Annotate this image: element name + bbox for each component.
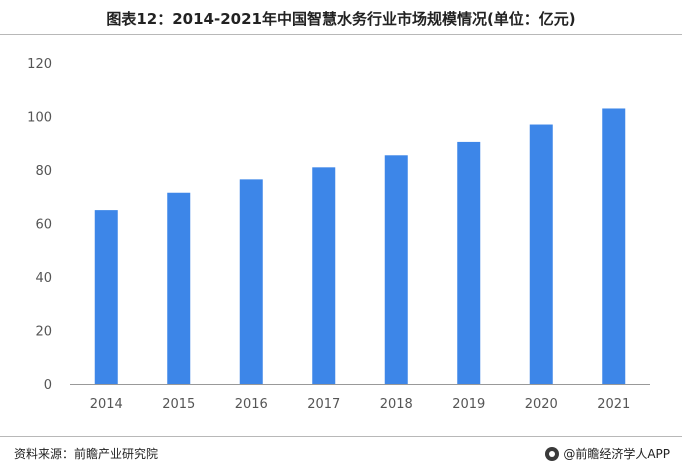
bar-chart: 0 20 40 60 80 100 120 2014 2015 2016 2017 2018 2019… xyxy=(27,57,650,412)
y-tick-label: 60 xyxy=(35,218,52,233)
x-tick-label: 2020 xyxy=(525,397,558,412)
footer-divider xyxy=(0,436,682,437)
bar-2020 xyxy=(529,124,553,385)
x-tick-label: 2015 xyxy=(162,397,195,412)
y-tick-label: 100 xyxy=(27,111,52,126)
bar-series xyxy=(94,108,626,385)
x-tick-label: 2021 xyxy=(597,397,630,412)
y-axis: 0 20 40 60 80 100 120 xyxy=(27,57,52,393)
brand-logo-icon xyxy=(545,446,560,461)
bar-2017 xyxy=(312,167,336,384)
x-tick-label: 2014 xyxy=(90,397,123,412)
header-divider xyxy=(0,34,682,35)
chart-title: 图表12：2014-2021年中国智慧水务行业市场规模情况(单位：亿元) xyxy=(106,10,576,28)
title-bar: 图表12：2014-2021年中国智慧水务行业市场规模情况(单位：亿元) xyxy=(0,0,682,36)
y-tick-label: 120 xyxy=(27,57,52,72)
brand-label: @前瞻经济学人APP xyxy=(563,447,670,461)
source-note: 资料来源：前瞻产业研究院 xyxy=(14,447,159,461)
bar-2016 xyxy=(239,179,263,384)
x-axis: 2014 2015 2016 2017 2018 2019 2020 2021 xyxy=(90,397,631,412)
y-tick-label: 40 xyxy=(35,271,52,286)
x-tick-label: 2019 xyxy=(452,397,485,412)
bar-2021 xyxy=(602,108,626,384)
footer: 资料来源：前瞻产业研究院 @前瞻经济学人APP xyxy=(0,438,682,473)
bar-2015 xyxy=(167,192,191,384)
bar-2018 xyxy=(384,155,408,384)
bar-2014 xyxy=(94,210,118,384)
brand-badge: @前瞻经济学人APP xyxy=(545,445,670,462)
x-tick-label: 2016 xyxy=(235,397,268,412)
y-tick-label: 80 xyxy=(35,164,52,179)
bar-2019 xyxy=(457,141,481,384)
x-tick-label: 2018 xyxy=(380,397,413,412)
x-tick-label: 2017 xyxy=(307,397,340,412)
y-tick-label: 20 xyxy=(35,325,52,340)
y-tick-label: 0 xyxy=(44,378,52,393)
